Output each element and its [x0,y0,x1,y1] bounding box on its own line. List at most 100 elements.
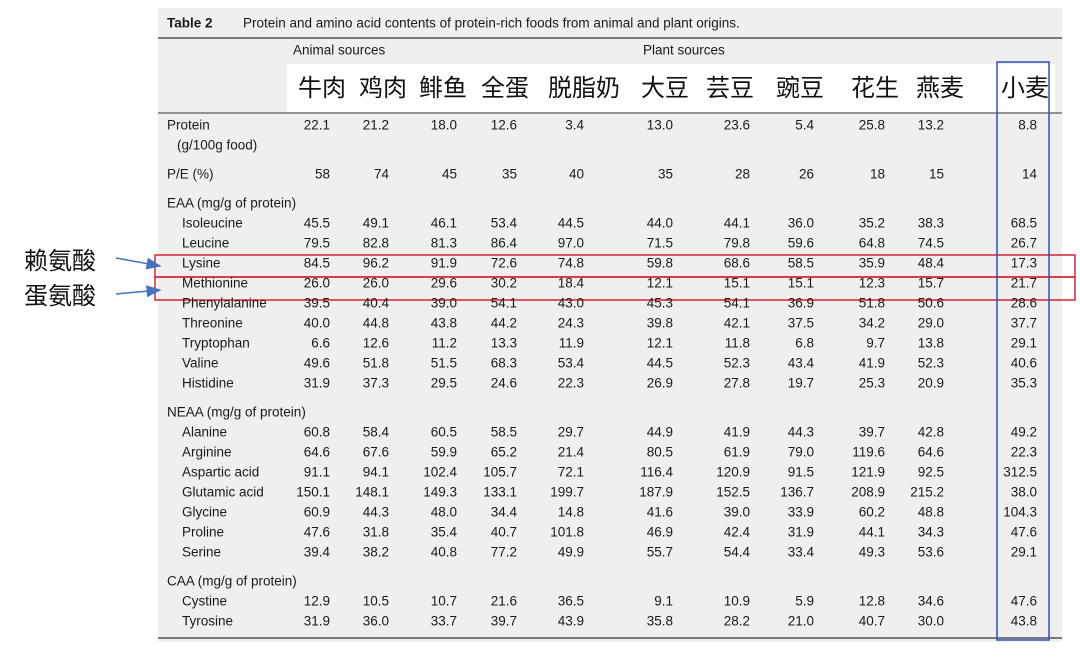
column-header: 脱脂奶 [548,74,620,102]
cell-value: 25.3 [859,376,885,391]
row-sublabel: (g/100g food) [177,138,257,153]
cell-value: 77.2 [491,545,517,560]
cell-value: 152.5 [716,485,750,500]
cell-value: 119.6 [852,445,885,460]
cell-value: 150.1 [296,485,330,500]
cell-value: 43.4 [788,356,815,371]
annotation-label: 赖氨酸 [24,247,96,275]
cell-value: 58.4 [363,425,390,440]
cell-value: 44.5 [558,216,584,231]
cell-value: 34.4 [491,505,518,520]
cell-value: 68.6 [724,256,750,271]
cell-value: 15.1 [788,276,814,291]
cell-value: 60.8 [304,425,330,440]
cell-value: 72.1 [558,465,584,480]
cell-value: 46.9 [647,525,673,540]
cell-value: 10.9 [724,594,750,609]
cell-value: 14 [1022,167,1038,182]
cell-value: 9.7 [866,336,885,351]
cell-value: 50.6 [918,296,944,311]
cell-value: 41.6 [647,505,673,520]
cell-value: 43.8 [1011,614,1037,629]
cell-value: 49.2 [1011,425,1037,440]
section-heading: NEAA (mg/g of protein) [167,405,306,420]
cell-value: 58 [315,167,330,182]
cell-value: 59.8 [647,256,673,271]
cell-value: 208.9 [851,485,885,500]
cell-value: 28.2 [724,614,750,629]
column-header: 鸡肉 [359,74,407,102]
cell-value: 29.0 [918,316,944,331]
cell-value: 15.1 [724,276,750,291]
column-header: 牛肉 [298,74,346,102]
cell-value: 22.3 [558,376,584,391]
cell-value: 53.4 [491,216,518,231]
cell-value: 187.9 [639,485,673,500]
cell-value: 74.5 [918,236,944,251]
cell-value: 55.7 [647,545,673,560]
cell-value: 72.6 [491,256,517,271]
cell-value: 42.1 [724,316,750,331]
row-label: Tryptophan [182,336,250,351]
cell-value: 8.8 [1018,118,1037,133]
cell-value: 26.9 [647,376,673,391]
cell-value: 74.8 [558,256,584,271]
cell-value: 31.9 [304,614,330,629]
cell-value: 40.4 [363,296,390,311]
cell-value: 94.1 [363,465,389,480]
cell-value: 40.8 [431,545,457,560]
cell-value: 29.5 [431,376,457,391]
cell-value: 12.6 [363,336,389,351]
cell-value: 136.7 [780,485,814,500]
cell-value: 36.0 [788,216,814,231]
column-header: 花生 [851,74,899,102]
cell-value: 34.6 [918,594,944,609]
cell-value: 13.0 [647,118,673,133]
cell-value: 28.6 [1011,296,1037,311]
cell-value: 58.5 [491,425,517,440]
cell-value: 71.5 [647,236,673,251]
row-label: Isoleucine [182,216,243,231]
cell-value: 10.5 [363,594,389,609]
cell-value: 12.9 [304,594,330,609]
row-label: Threonine [182,316,243,331]
cell-value: 31.9 [304,376,330,391]
cell-value: 44.3 [788,425,814,440]
cell-value: 64.6 [918,445,944,460]
row-label: P/E (%) [167,167,214,182]
cell-value: 26.7 [1011,236,1037,251]
table-title: Protein and amino acid contents of prote… [243,16,740,31]
cell-value: 37.3 [363,376,389,391]
row-label: Glycine [182,505,227,520]
cell-value: 34.3 [918,525,944,540]
cell-value: 48.8 [918,505,944,520]
cell-value: 30.0 [918,614,944,629]
cell-value: 21.2 [363,118,389,133]
row-label: Methionine [182,276,248,291]
cell-value: 215.2 [910,485,944,500]
cell-value: 59.9 [431,445,457,460]
cell-value: 59.6 [788,236,814,251]
row-label: Aspartic acid [182,465,259,480]
cell-value: 25.8 [859,118,885,133]
cell-value: 44.1 [859,525,885,540]
cell-value: 14.8 [558,505,584,520]
cell-value: 13.3 [491,336,517,351]
cell-value: 24.3 [558,316,584,331]
cell-value: 105.7 [483,465,517,480]
cell-value: 43.9 [558,614,584,629]
cell-value: 60.9 [304,505,330,520]
cell-value: 39.5 [304,296,330,311]
row-label: Protein [167,118,210,133]
cell-value: 28 [735,167,750,182]
cell-value: 31.9 [788,525,814,540]
cell-value: 39.7 [491,614,517,629]
cell-value: 54.1 [491,296,517,311]
cell-value: 42.8 [918,425,944,440]
cell-value: 5.4 [795,118,814,133]
column-header: 芸豆 [706,74,754,102]
cell-value: 39.0 [431,296,457,311]
row-label: Lysine [182,256,221,271]
cell-value: 36.0 [363,614,389,629]
cell-value: 21.4 [558,445,585,460]
